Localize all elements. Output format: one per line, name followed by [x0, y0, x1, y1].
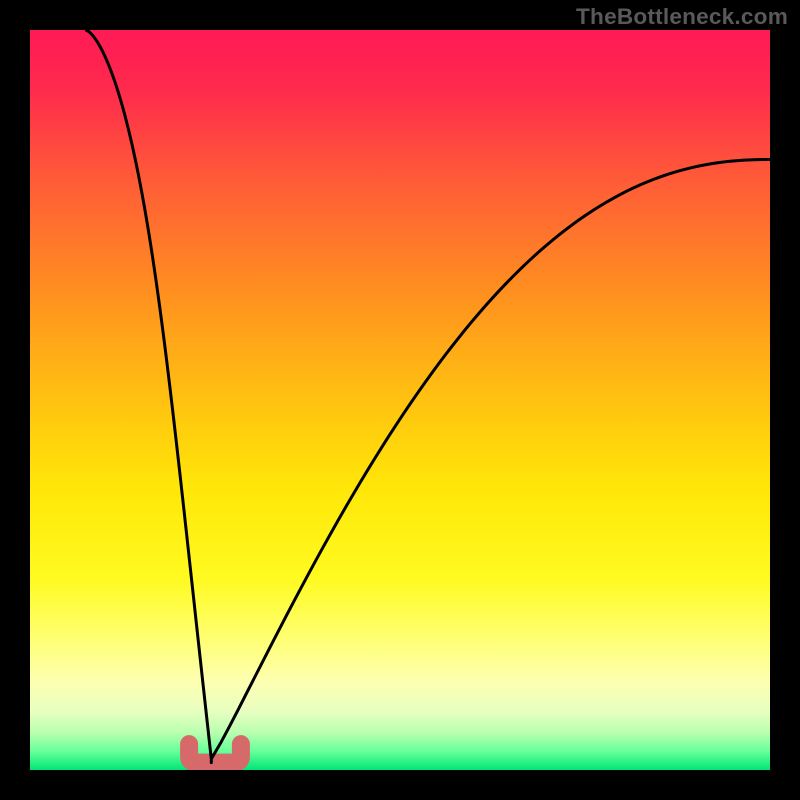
chart-frame: TheBottleneck.com	[0, 0, 800, 800]
bottleneck-curve-chart	[30, 30, 770, 770]
gradient-background	[30, 30, 770, 770]
watermark-text: TheBottleneck.com	[576, 4, 788, 30]
plot-area	[30, 30, 770, 770]
